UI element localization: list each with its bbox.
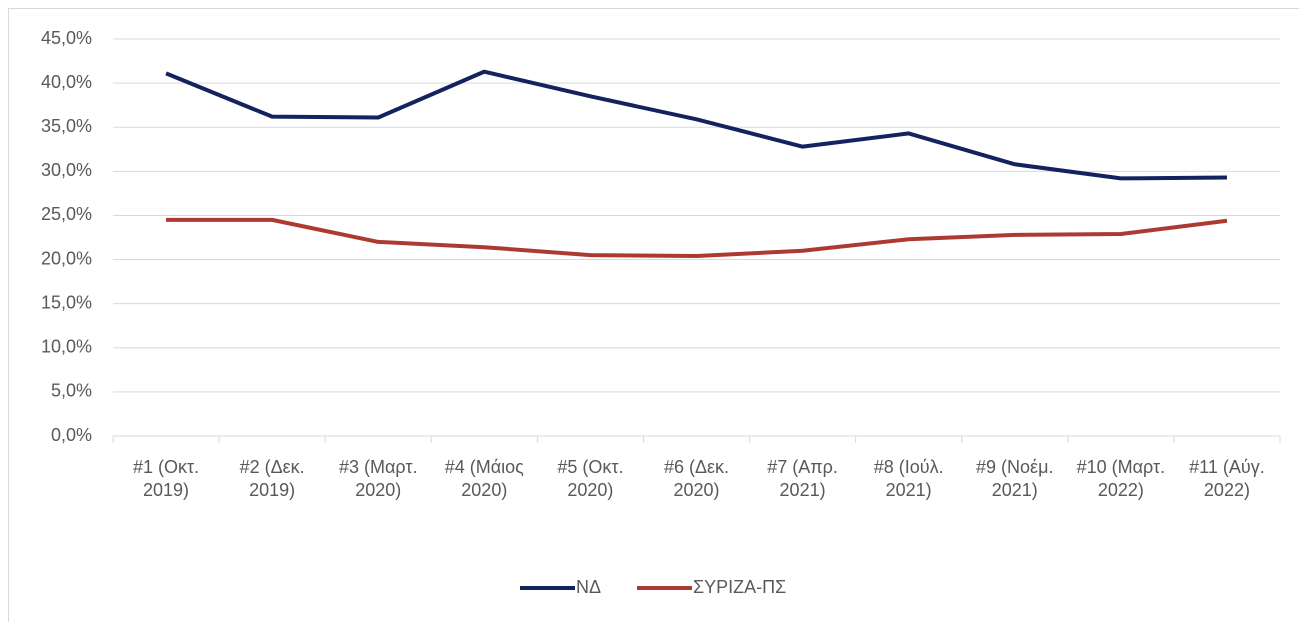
y-tick-label: 15,0%: [41, 292, 92, 312]
y-tick-label: 40,0%: [41, 72, 92, 92]
x-tick-label: #9 (Νοέμ. 2021): [976, 457, 1054, 500]
chart-border: [8, 8, 1299, 622]
x-tick-label: #10 (Μαρτ. 2022): [1076, 457, 1166, 500]
y-tick-label: 5,0%: [51, 381, 92, 401]
series-line: [165, 69, 1227, 181]
x-tick-label: #11 (Αύγ. 2022): [1189, 457, 1265, 500]
x-tick-label: #3 (Μαρτ. 2020): [338, 457, 418, 500]
x-tick-label: #1 (Οκτ. 2019): [132, 457, 200, 500]
x-tick-label: #7 (Απρ. 2021): [767, 457, 838, 500]
x-tick-label: #4 (Μάιος 2020): [444, 457, 524, 500]
y-tick-label: 0,0%: [51, 425, 92, 445]
x-tick-label: #2 (Δεκ. 2019): [239, 457, 305, 500]
series-line: [166, 217, 1228, 259]
x-tick-label: #5 (Οκτ. 2020): [557, 457, 624, 500]
y-tick-label: 30,0%: [41, 160, 92, 180]
y-tick-label: 25,0%: [41, 204, 92, 224]
legend-label: ΝΔ: [576, 577, 601, 597]
x-tick-label: #6 (Δεκ. 2020): [663, 457, 730, 500]
legend-label: ΣΥΡΙΖΑ-ΠΣ: [693, 577, 786, 597]
y-tick-label: 10,0%: [41, 337, 92, 357]
y-tick-label: 35,0%: [41, 116, 92, 136]
y-tick-label: 45,0%: [41, 28, 92, 48]
y-tick-label: 20,0%: [41, 248, 92, 268]
x-tick-label: #8 (Ιούλ. 2021): [873, 457, 944, 500]
